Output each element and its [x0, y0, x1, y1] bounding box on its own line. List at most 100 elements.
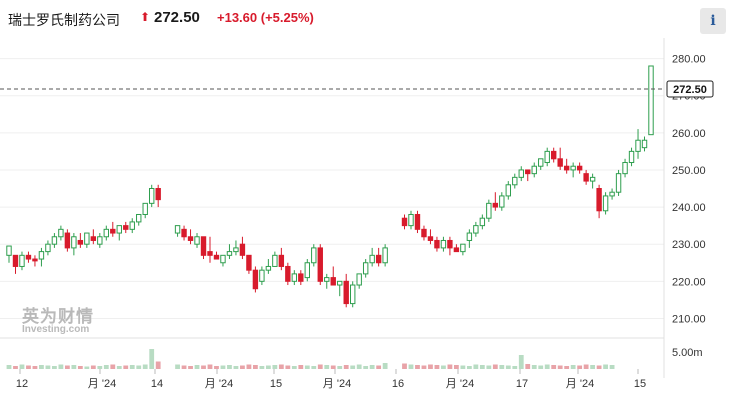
x-tick-label: 15 [634, 378, 646, 390]
volume-bar [434, 365, 440, 369]
volume-bar [363, 366, 369, 369]
candle-body [499, 195, 505, 208]
volume-bar [590, 365, 596, 369]
volume-bar [58, 364, 64, 369]
grid-lines [0, 38, 665, 378]
x-tick-label: 16 [392, 378, 404, 390]
stock-title: 瑞士罗氏制药公司 [8, 12, 120, 28]
candle-body [615, 173, 622, 193]
volume-bar [525, 364, 531, 369]
volume-bar [77, 366, 83, 369]
volume-bar [583, 364, 589, 369]
candle-body [486, 202, 492, 219]
candle-body [123, 225, 129, 230]
candle-body [531, 165, 537, 175]
volume-bar [116, 366, 122, 369]
candle-body [492, 202, 499, 208]
candle-body [473, 225, 479, 234]
volume-bar [350, 365, 356, 369]
candle-body [6, 245, 12, 256]
candle-body [174, 225, 181, 234]
candle-body [278, 254, 285, 267]
candle-body [71, 236, 77, 249]
candle-body [25, 254, 32, 260]
candle-body [557, 158, 563, 167]
volume-bar [577, 365, 583, 369]
volume-bar [220, 365, 226, 369]
candle-body [317, 247, 323, 282]
volume-bar [538, 365, 544, 369]
candle-body [337, 280, 343, 286]
candle-body [369, 254, 375, 264]
volume-bar [544, 364, 550, 369]
volume-bar [570, 365, 576, 369]
volume-label: 5.00m [672, 347, 703, 359]
candle-body [375, 254, 382, 264]
last-price-tag [666, 80, 714, 98]
candle-body [77, 239, 84, 245]
up-arrow-icon: ⬆ [140, 10, 151, 24]
info-button[interactable]: i [700, 8, 726, 34]
candle-body [90, 236, 97, 241]
volume-bar [246, 364, 252, 369]
volume-bar [240, 365, 245, 369]
candle-body [434, 239, 440, 249]
volume-bar [39, 365, 44, 369]
volume-bar [453, 365, 459, 369]
candle-body [12, 254, 19, 267]
candle-body [641, 139, 648, 149]
volume-bar [259, 366, 265, 369]
candle-body [401, 217, 408, 227]
volume-bar [603, 364, 608, 369]
candle-body [550, 150, 557, 160]
candles [6, 65, 654, 308]
volume-bar [291, 366, 297, 369]
candlestick-chart[interactable]: 280.00270.00260.00250.00240.00230.00220.… [0, 38, 735, 408]
x-tick-label: 月 '24 [205, 378, 233, 390]
candle-body [38, 251, 45, 260]
volume-bar [233, 366, 239, 369]
volume-bar [19, 364, 25, 369]
candle-body [589, 176, 596, 182]
volume-bar [214, 366, 219, 369]
volume-bar [136, 365, 142, 369]
candle-body [32, 258, 38, 262]
candle-body [129, 221, 135, 230]
volume-bar [564, 366, 570, 369]
last-price-tag-label: 272.50 [673, 84, 707, 96]
x-tick-label: 15 [270, 378, 282, 390]
candle-body [453, 247, 460, 253]
candle-body [382, 247, 388, 264]
candle-body [570, 165, 576, 171]
volume-bar [466, 366, 472, 369]
volume-bar [64, 365, 70, 369]
candle-body [110, 228, 116, 234]
volume-bar [285, 365, 291, 369]
candle-body [272, 254, 278, 267]
candle-body [362, 262, 369, 275]
volume-bar [84, 366, 90, 369]
candle-body [304, 262, 310, 279]
candle-body [149, 188, 155, 204]
volume-bar [447, 364, 453, 369]
volume-bar [531, 365, 537, 369]
volume-bar [207, 364, 213, 369]
y-tick-label: 280.00 [672, 54, 706, 66]
volume-bar [512, 366, 518, 369]
y-axis: 280.00270.00260.00250.00240.00230.00220.… [672, 54, 706, 359]
candle-body [350, 284, 356, 305]
volume-bars [6, 349, 615, 369]
candle-body [259, 269, 265, 282]
volume-bar [356, 364, 362, 369]
y-tick-label: 240.00 [672, 202, 706, 214]
candle-body [583, 173, 589, 182]
volume-bar [45, 365, 51, 369]
candle-body [596, 188, 602, 212]
volume-bar [479, 365, 485, 369]
volume-bar [32, 366, 38, 369]
candle-body [291, 273, 298, 282]
volume-bar [278, 364, 284, 369]
x-tick-label: 17 [516, 378, 528, 390]
candle-body [628, 150, 635, 164]
candle-body [408, 213, 414, 227]
